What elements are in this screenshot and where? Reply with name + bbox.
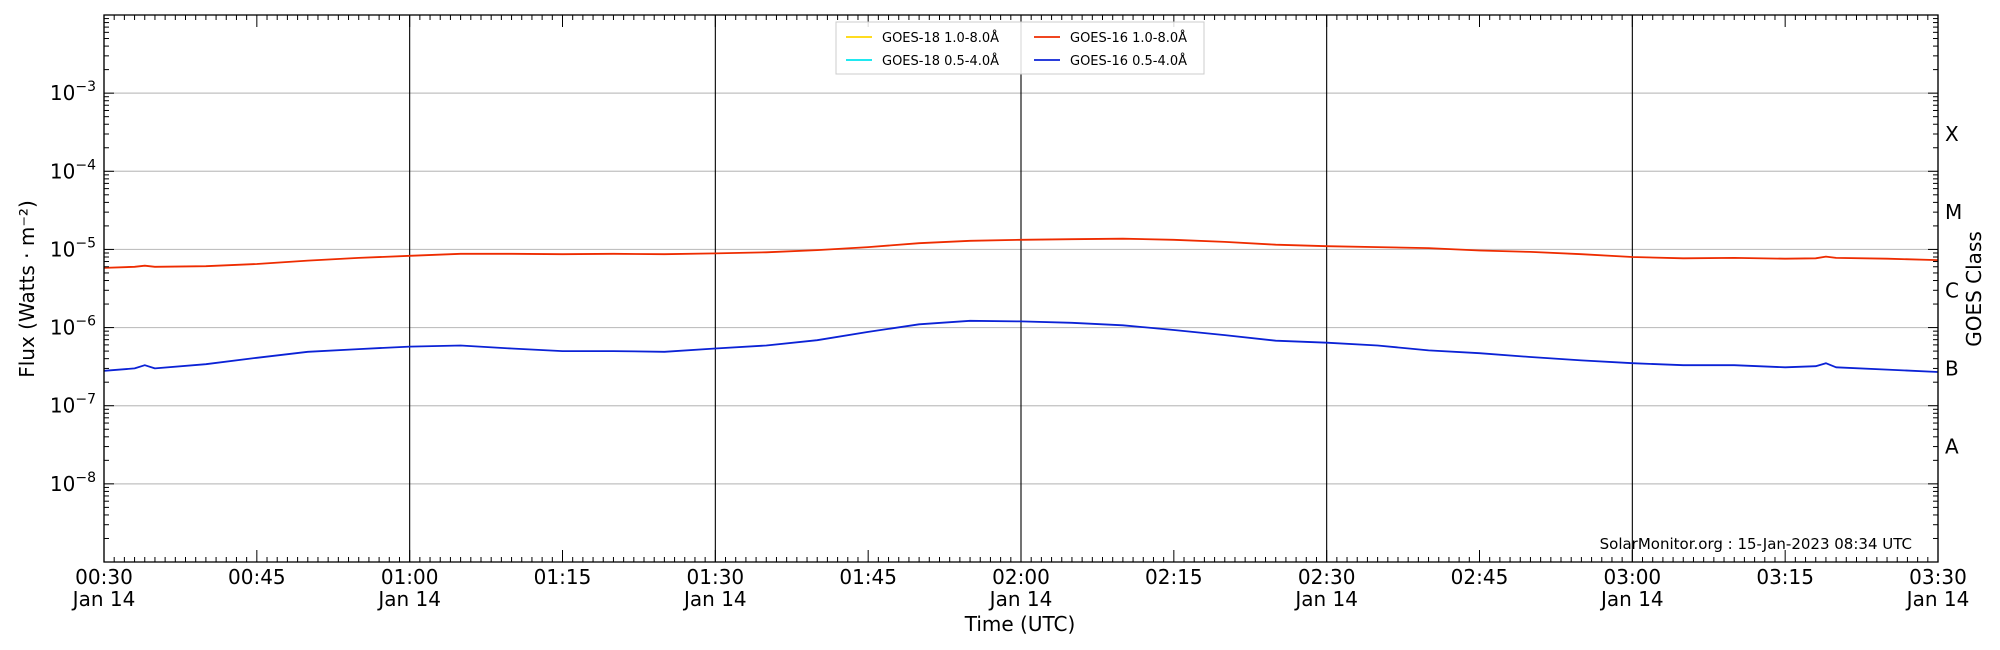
legend: GOES-18 1.0-8.0Å GOES-18 0.5-4.0Å GOES-16 … [835,21,1205,75]
y-tick-exponent: −4 [75,157,96,173]
y-tick-base: 10 [50,81,75,105]
x-tick-date: Jan 14 [1599,587,1664,611]
x-tick-label: 01:45 [839,565,897,589]
grid-layer [103,15,1939,562]
legend-box [835,21,1205,75]
series-line [103,319,1939,373]
y-tick-label: 10−7 [50,392,96,418]
x-tick-date: Jan 14 [988,587,1053,611]
y-tick-label: 10−3 [50,79,96,105]
y-tick-exponent: −8 [75,470,96,486]
y-tick-base: 10 [50,394,75,418]
x-tick-label: 01:15 [534,565,592,589]
x-tick-label: 02:15 [1145,565,1203,589]
x-tick-label: 00:45 [228,565,286,589]
goes-class-label: C [1945,278,1959,302]
x-tick-date: Jan 14 [376,587,441,611]
plot-frame [103,14,1939,563]
y-tick-exponent: −3 [75,79,96,95]
goes-class-label: X [1945,122,1959,146]
x-tick-label: 02:30 [1298,565,1356,589]
x-axis-label: Time (UTC) [964,612,1076,636]
x-tick-label: 03:15 [1756,565,1814,589]
y-axis-label: Flux (Watts · m⁻²) [15,200,39,378]
y-tick-label: 10−4 [50,157,96,183]
x-tick-label: 02:00 [992,565,1050,589]
series-line [103,237,1939,269]
y-tick-base: 10 [50,472,75,496]
x-tick-label: 01:30 [687,565,745,589]
legend-label: GOES-16 0.5-4.0Å [1070,53,1187,69]
y-tick-label: 10−5 [50,235,96,261]
y-tick-exponent: −6 [75,314,96,330]
x-tick-date: Jan 14 [682,587,747,611]
y-tick-exponent: −5 [75,235,96,251]
goes-class-label: A [1945,435,1959,459]
x-tick-label: 02:45 [1451,565,1509,589]
credit-text: SolarMonitor.org : 15-Jan-2023 08:34 UTC [1600,535,1912,553]
y-tick-base: 10 [50,316,75,340]
y-tick-exponent: −7 [75,392,96,408]
y-tick-base: 10 [50,159,75,183]
legend-label: GOES-18 1.0-8.0Å [882,30,999,46]
legend-label: GOES-18 0.5-4.0Å [882,53,999,69]
goes-class-label: B [1945,356,1959,380]
x-tick-date: Jan 14 [71,587,136,611]
series-layer [103,237,1939,373]
legend-label: GOES-16 1.0-8.0Å [1070,30,1187,46]
x-tick-label: 03:00 [1604,565,1662,589]
y-tick-label: 10−6 [50,314,96,340]
y-tick-label: 10−8 [50,470,96,496]
goes-class-label: M [1945,200,1962,224]
x-tick-date: Jan 14 [1905,587,1970,611]
x-tick-label: 00:30 [75,565,133,589]
x-tick-date: Jan 14 [1293,587,1358,611]
x-tick-label: 01:00 [381,565,439,589]
y-tick-base: 10 [50,237,75,261]
goes-class-axis-label: GOES Class [1962,231,1986,347]
x-tick-label: 03:30 [1909,565,1967,589]
